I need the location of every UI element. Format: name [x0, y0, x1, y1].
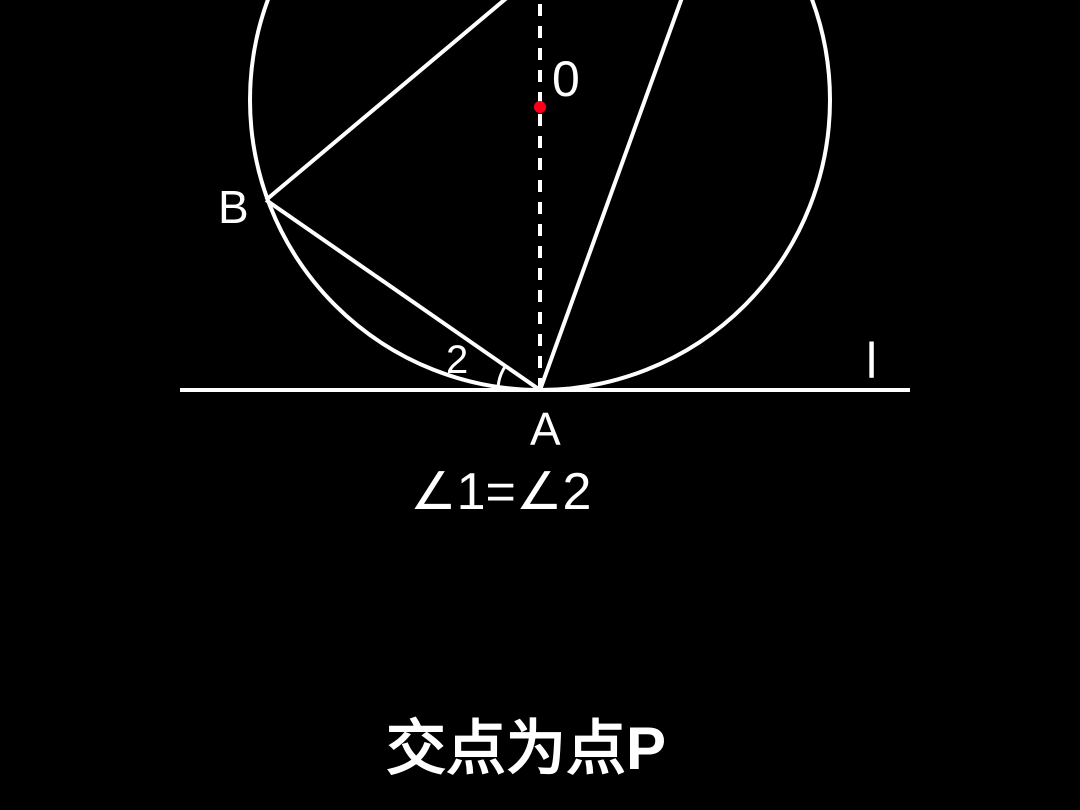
caption-text: 交点为点P [386, 700, 666, 787]
label-center-O: 0 [552, 50, 580, 108]
label-line-l: l [866, 332, 877, 390]
label-angle-2: 2 [446, 338, 468, 383]
label-point-B: B [218, 180, 249, 234]
equation-angle1-eq-angle2: ∠1=∠2 [410, 462, 591, 522]
label-point-A: A [530, 402, 561, 456]
